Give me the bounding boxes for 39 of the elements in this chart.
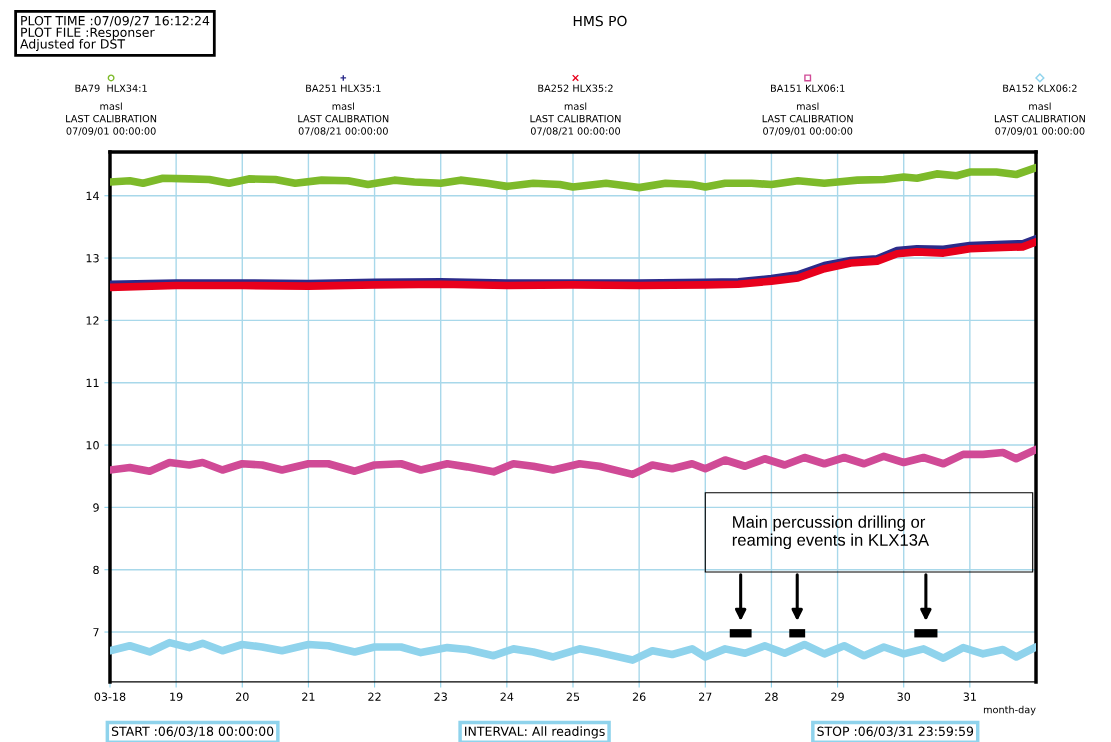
x-tick-label: 23 xyxy=(434,692,447,701)
y-tick-label: 13 xyxy=(86,254,99,263)
y-tick-label: 7 xyxy=(93,628,99,637)
y-tick-label: 14 xyxy=(86,191,99,200)
legend-label: BA151 KLX06:1 xyxy=(771,84,845,92)
x-tick-label: 31 xyxy=(963,692,976,701)
text: START :06/03/18 00:00:00 xyxy=(111,726,274,737)
x-tick-label: 03-18 xyxy=(94,692,126,701)
chart-title: HMS PO xyxy=(573,15,627,27)
text: INTERVAL: All readings xyxy=(465,726,605,739)
annotation: Main percussion drilling or reaming events in KLX13A xyxy=(732,515,930,550)
x-tick-label: 20 xyxy=(236,692,249,701)
x-tick-label: 21 xyxy=(302,692,315,701)
legend-label: BA251 HLX35:1 xyxy=(306,84,381,92)
x-tick-label: 22 xyxy=(368,692,381,701)
legend-label: BA79 HLX34:1 xyxy=(75,84,147,92)
y-tick-label: 9 xyxy=(93,503,99,512)
y-tick-label: 8 xyxy=(93,565,99,575)
y-tick-label: 11 xyxy=(86,378,99,387)
x-tick-label: 24 xyxy=(500,692,514,701)
text: masl LAST CALIBRATION 07/09/01 00:00:00 xyxy=(66,102,157,136)
y-tick-label: 12 xyxy=(86,316,99,325)
y-tick-label: 10 xyxy=(86,441,99,450)
x-tick-label: 29 xyxy=(831,692,844,701)
x-tick-label: 19 xyxy=(170,692,183,701)
x-tick-label: 28 xyxy=(765,692,778,701)
x-tick-label: 25 xyxy=(566,692,580,701)
x-tick-label: 27 xyxy=(699,692,712,701)
x-axis-title: month-day xyxy=(983,705,1036,716)
x-tick-label: 26 xyxy=(632,692,646,701)
legend-label: BA252 HLX35:2 xyxy=(538,84,613,92)
x-tick-label: 30 xyxy=(897,692,911,701)
text: STOP :06/03/31 23:59:59 xyxy=(817,726,974,737)
text: masl LAST CALIBRATION 07/09/01 00:00:00 xyxy=(762,102,853,136)
legend-label: BA152 KLX06:2 xyxy=(1003,84,1077,92)
text: masl LAST CALIBRATION 07/08/21 00:00:00 xyxy=(298,102,389,136)
text: PLOT TIME :07/09/27 16:12:24 PLOT FILE :Responser Adjusted for DST xyxy=(20,15,210,52)
text: masl LAST CALIBRATION 07/08/21 00:00:00 xyxy=(530,102,621,136)
text: masl LAST CALIBRATION 07/09/01 00:00:00 xyxy=(994,102,1085,136)
